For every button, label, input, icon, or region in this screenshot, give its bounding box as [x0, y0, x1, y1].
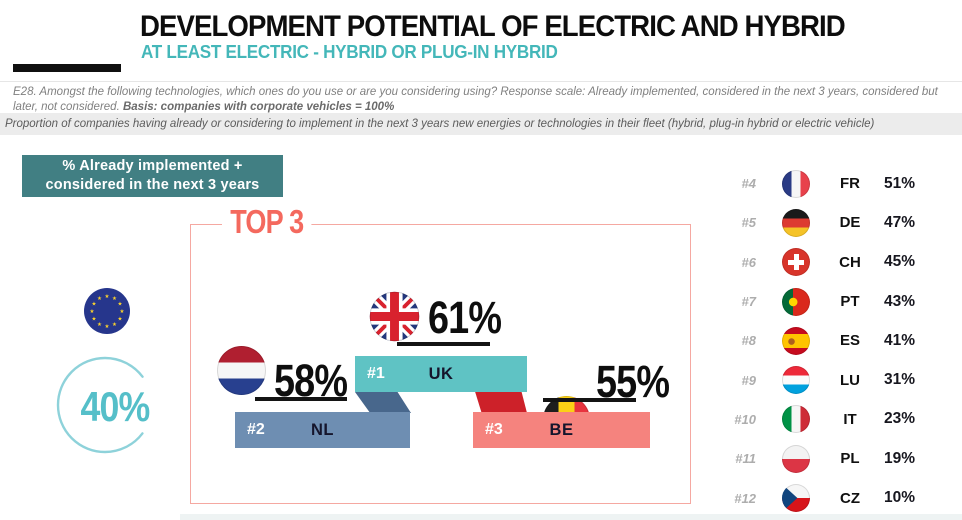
top3-frame — [190, 224, 691, 504]
rank-label: #4 — [741, 176, 756, 192]
svg-text:★: ★ — [118, 302, 123, 308]
svg-text:★: ★ — [105, 324, 110, 330]
uk-rank: #1 — [367, 365, 385, 382]
be-podium-bar: #3 BE — [473, 412, 650, 448]
ranking-row-lu: #9 LU 31% — [718, 360, 940, 399]
ranking-row-ch: #6 CH 45% — [718, 243, 940, 282]
italy-flag-icon — [782, 405, 810, 434]
ranking-row-de: #5 DE 47% — [718, 203, 940, 242]
country-value: 51% — [884, 174, 916, 192]
rank-label: #10 — [734, 411, 756, 427]
redacted-logo — [13, 64, 121, 72]
country-code: ES — [839, 332, 860, 350]
germany-flag-icon — [782, 208, 810, 237]
country-value: 43% — [884, 292, 916, 310]
country-code: LU — [840, 371, 860, 389]
nl-underline — [255, 397, 347, 401]
ranking-row-cz: #12 CZ 10% — [718, 478, 940, 517]
svg-text:★: ★ — [97, 296, 102, 302]
be-code: BE — [549, 420, 574, 439]
footer-strip — [180, 514, 962, 520]
luxembourg-flag-icon — [782, 366, 810, 395]
ranking-row-it: #10 IT 23% — [718, 400, 940, 439]
definition-text: Proportion of companies having already o… — [5, 118, 875, 130]
spain-flag-icon — [782, 326, 810, 355]
metric-legend-box: % Already implemented + considered in th… — [22, 155, 283, 197]
metric-legend-line1: % Already implemented + — [62, 158, 243, 175]
page-title: DEVELOPMENT POTENTIAL OF ELECTRIC AND HY… — [140, 10, 846, 43]
country-value: 19% — [884, 449, 916, 467]
rank-label: #5 — [741, 215, 756, 231]
nl-code: NL — [311, 420, 334, 439]
metric-legend-line2: considered in the next 3 years — [45, 177, 260, 193]
uk-code: UK — [428, 364, 454, 383]
svg-text:★: ★ — [90, 309, 95, 315]
svg-text:★: ★ — [92, 317, 97, 323]
svg-text:★: ★ — [120, 309, 125, 315]
rank-label: #12 — [734, 490, 756, 506]
portugal-flag-icon — [782, 287, 810, 316]
rank-label: #8 — [741, 333, 756, 349]
top3-label: TOP 3 — [222, 203, 312, 241]
survey-question-note: E28. Amongst the following technologies,… — [13, 85, 947, 115]
ranking-row-fr: #4 FR 51% — [718, 164, 940, 203]
divider-line — [0, 81, 962, 82]
france-flag-icon — [782, 169, 810, 198]
country-ranking-list: #4 FR 51% #5 DE 47% #6 CH 45% #7 PT 43% … — [718, 164, 940, 518]
country-value: 47% — [884, 213, 916, 231]
nl-ribbon-fold — [355, 392, 411, 413]
eu-flag-icon: ★ ★ ★ ★ ★ ★ ★ ★ ★ ★ ★ ★ — [84, 288, 130, 339]
svg-text:★: ★ — [92, 302, 97, 308]
eu-average-value: 40% — [80, 383, 151, 430]
svg-text:★: ★ — [112, 296, 117, 302]
ranking-row-pl: #11 PL 19% — [718, 439, 940, 478]
rank-label: #7 — [741, 294, 756, 310]
netherlands-flag-icon — [217, 346, 266, 395]
survey-question-text: E28. Amongst the following technologies,… — [13, 86, 938, 114]
country-value: 45% — [884, 253, 916, 271]
country-value: 23% — [884, 410, 916, 428]
nl-podium-bar: #2 NL — [235, 412, 410, 448]
country-code: FR — [840, 175, 860, 193]
country-value: 10% — [884, 489, 916, 507]
svg-text:★: ★ — [118, 317, 123, 323]
country-value: 41% — [884, 331, 916, 349]
rank-label: #6 — [741, 254, 756, 270]
country-code: CZ — [840, 489, 860, 507]
nl-rank: #2 — [247, 421, 265, 438]
svg-text:★: ★ — [97, 322, 102, 328]
be-underline — [543, 398, 636, 402]
svg-text:★: ★ — [105, 294, 110, 300]
survey-basis-text: Basis: companies with corporate vehicles… — [122, 101, 395, 114]
country-code: PT — [840, 293, 860, 311]
uk-value: 61% — [428, 292, 502, 343]
rank-label: #9 — [741, 372, 756, 388]
rank-label: #11 — [735, 451, 756, 467]
definition-bar: Proportion of companies having already o… — [0, 113, 962, 135]
uk-podium-bar: #1 UK — [355, 356, 527, 392]
czechia-flag-icon — [782, 484, 810, 513]
ranking-row-es: #8 ES 41% — [718, 321, 940, 360]
country-value: 31% — [884, 371, 916, 389]
uk-flag-icon — [369, 291, 420, 347]
be-ribbon-fold — [475, 392, 527, 413]
country-code: CH — [839, 253, 861, 271]
be-rank: #3 — [485, 421, 503, 438]
ranking-row-pt: #7 PT 43% — [718, 282, 940, 321]
switzerland-flag-icon — [782, 248, 810, 277]
country-code: IT — [843, 410, 857, 428]
uk-underline — [397, 342, 490, 346]
poland-flag-icon — [782, 444, 810, 473]
page-subtitle: AT LEAST ELECTRIC - HYBRID OR PLUG-IN HY… — [141, 42, 558, 62]
eu-average-ring — [55, 355, 155, 460]
svg-text:★: ★ — [112, 322, 117, 328]
country-code: DE — [839, 214, 861, 232]
country-code: PL — [840, 450, 860, 468]
